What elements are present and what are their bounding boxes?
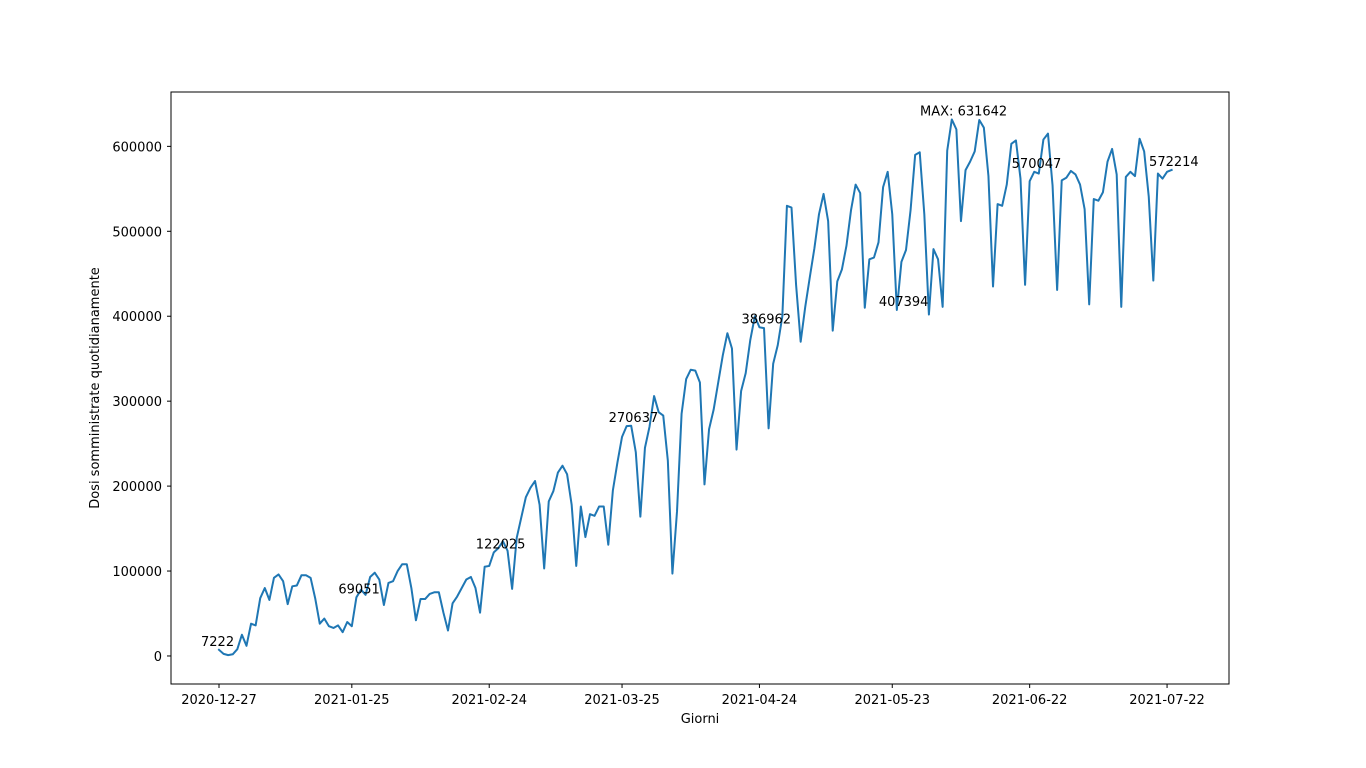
data-annotation: 386962 [741, 312, 791, 327]
x-tick-label: 2021-07-22 [1129, 693, 1205, 708]
data-annotation: 407394 [879, 295, 929, 310]
x-tick-label: 2021-01-25 [314, 693, 390, 708]
data-annotation: 570047 [1012, 157, 1062, 172]
y-tick-label: 600000 [112, 140, 162, 155]
x-tick-label: 2021-04-24 [722, 693, 798, 708]
data-annotation: 122025 [476, 537, 526, 552]
x-tick-label: 2020-12-27 [181, 693, 257, 708]
data-annotation: 572214 [1149, 155, 1199, 170]
data-annotation: 270637 [609, 411, 659, 426]
y-axis-label: Dosi somministrate quotidianamente [88, 267, 103, 509]
data-annotation: MAX: 631642 [920, 104, 1007, 119]
y-tick-label: 200000 [112, 480, 162, 495]
x-tick-label: 2021-03-25 [584, 693, 660, 708]
y-tick-label: 500000 [112, 225, 162, 240]
series-line [217, 118, 1173, 657]
x-tick-label: 2021-02-24 [451, 693, 527, 708]
x-tick-label: 2021-06-22 [992, 693, 1068, 708]
y-tick-label: 100000 [112, 565, 162, 580]
data-annotation: 7222 [201, 635, 234, 650]
x-tick-label: 2021-05-23 [854, 693, 930, 708]
x-axis-label: Giorni [681, 712, 720, 727]
y-tick-label: 400000 [112, 310, 162, 325]
y-tick-label: 300000 [112, 395, 162, 410]
data-annotation: 69051 [338, 582, 379, 597]
y-tick-label: 0 [154, 650, 162, 665]
